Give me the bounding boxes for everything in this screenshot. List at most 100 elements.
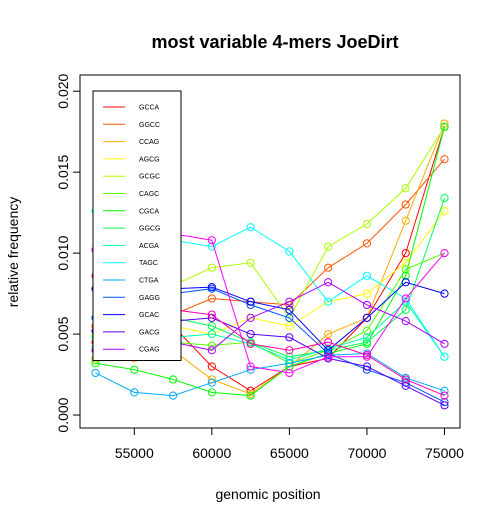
- data-point: [285, 321, 294, 331]
- data-point: [207, 263, 216, 272]
- data-point: [440, 339, 449, 348]
- y-tick-label: 0.015: [55, 154, 71, 189]
- data-point: [207, 346, 216, 355]
- data-point: [324, 346, 333, 355]
- data-point: [207, 236, 216, 245]
- data-point: [440, 386, 449, 395]
- data-point: [401, 278, 410, 287]
- data-point: [401, 271, 410, 280]
- data-point: [401, 305, 410, 314]
- data-point: [168, 391, 178, 400]
- data-point: [207, 310, 216, 319]
- data-point: [401, 381, 410, 390]
- legend-label: GACG: [139, 329, 160, 336]
- data-point: [362, 313, 372, 322]
- data-point: [246, 223, 255, 232]
- x-tick-label: 60000: [192, 445, 231, 461]
- y-axis: 0.000 0.005 0.010 0.015 0.020: [55, 73, 80, 433]
- data-point: [285, 359, 294, 368]
- data-point: [207, 294, 216, 303]
- data-point: [401, 317, 410, 326]
- data-point: [207, 362, 216, 371]
- legend-label: AGCG: [139, 156, 160, 163]
- legend-label: GCCA: [139, 105, 160, 112]
- legend-label: GGCC: [139, 122, 160, 129]
- legend-box: [92, 90, 182, 361]
- data-point: [285, 333, 294, 342]
- x-axis-label: genomic position: [215, 486, 320, 502]
- data-point: [362, 219, 372, 229]
- legend-label: GGCG: [139, 226, 160, 233]
- data-point: [362, 362, 372, 371]
- data-point: [91, 368, 100, 378]
- legend-label: GAGG: [139, 295, 160, 302]
- data-point: [207, 329, 216, 339]
- data-point: [324, 278, 333, 287]
- y-tick-label: 0.010: [55, 235, 71, 270]
- data-point: [440, 155, 449, 164]
- data-point: [440, 289, 449, 298]
- data-point: [362, 333, 372, 342]
- legend-label: CTGA: [139, 278, 159, 285]
- x-tick-label: 65000: [270, 445, 309, 461]
- data-point: [362, 271, 372, 280]
- data-point: [246, 313, 255, 322]
- data-point: [207, 321, 216, 331]
- data-point: [362, 300, 372, 310]
- y-tick-label: 0.005: [55, 316, 71, 351]
- plot-frame: [79, 74, 461, 429]
- data-point: [207, 242, 216, 251]
- data-point: [401, 184, 410, 193]
- data-point: [246, 391, 255, 400]
- y-axis-label: relative frequency: [5, 197, 21, 308]
- data-point: [362, 289, 372, 298]
- data-point: [130, 388, 139, 397]
- data-point: [440, 401, 449, 410]
- data-point: [246, 297, 255, 306]
- data-point: [362, 338, 372, 347]
- legend-label: TAGC: [139, 260, 158, 267]
- data-point: [324, 329, 333, 339]
- data-point: [246, 329, 255, 339]
- data-point: [246, 362, 255, 371]
- x-tick-label: 70000: [347, 445, 386, 461]
- data-point: [207, 341, 216, 350]
- data-point: [324, 297, 333, 306]
- data-point: [440, 122, 449, 131]
- data-point: [401, 200, 410, 209]
- legend-label: CAGC: [139, 191, 159, 198]
- x-axis: 55000 60000 65000 70000 75000: [115, 428, 464, 461]
- legend-label: GCGC: [139, 174, 160, 181]
- x-tick-label: 55000: [115, 445, 154, 461]
- data-point: [362, 239, 372, 248]
- data-point: [207, 283, 216, 292]
- legend-label: CCAG: [139, 139, 159, 146]
- data-point: [440, 206, 449, 216]
- data-point: [285, 305, 294, 314]
- data-point: [285, 247, 294, 256]
- series-line: [95, 352, 445, 397]
- data-point: [285, 368, 294, 378]
- legend-label: ACGA: [139, 243, 159, 250]
- y-tick-label: 0.000: [55, 397, 71, 432]
- data-point: [207, 388, 216, 397]
- data-point: [324, 352, 333, 361]
- chart-title: most variable 4-mers JoeDirt: [151, 32, 398, 52]
- data-point: [401, 249, 410, 258]
- legend: GCCA GGCC CCAG AGCG GCGC CAGC CGCA GGCG ACGA TAGC…: [92, 90, 182, 361]
- data-point: [440, 391, 449, 400]
- legend-label: GCAC: [139, 312, 159, 319]
- data-point: [401, 216, 410, 225]
- data-point: [168, 375, 178, 384]
- data-point: [285, 313, 294, 322]
- data-point: [207, 378, 216, 387]
- data-point: [324, 263, 333, 272]
- data-point: [440, 193, 449, 203]
- data-point: [324, 242, 333, 251]
- data-point: [362, 326, 372, 335]
- data-point: [246, 258, 255, 267]
- series-cgca: [91, 122, 449, 400]
- data-point: [440, 249, 449, 258]
- data-point: [362, 351, 372, 360]
